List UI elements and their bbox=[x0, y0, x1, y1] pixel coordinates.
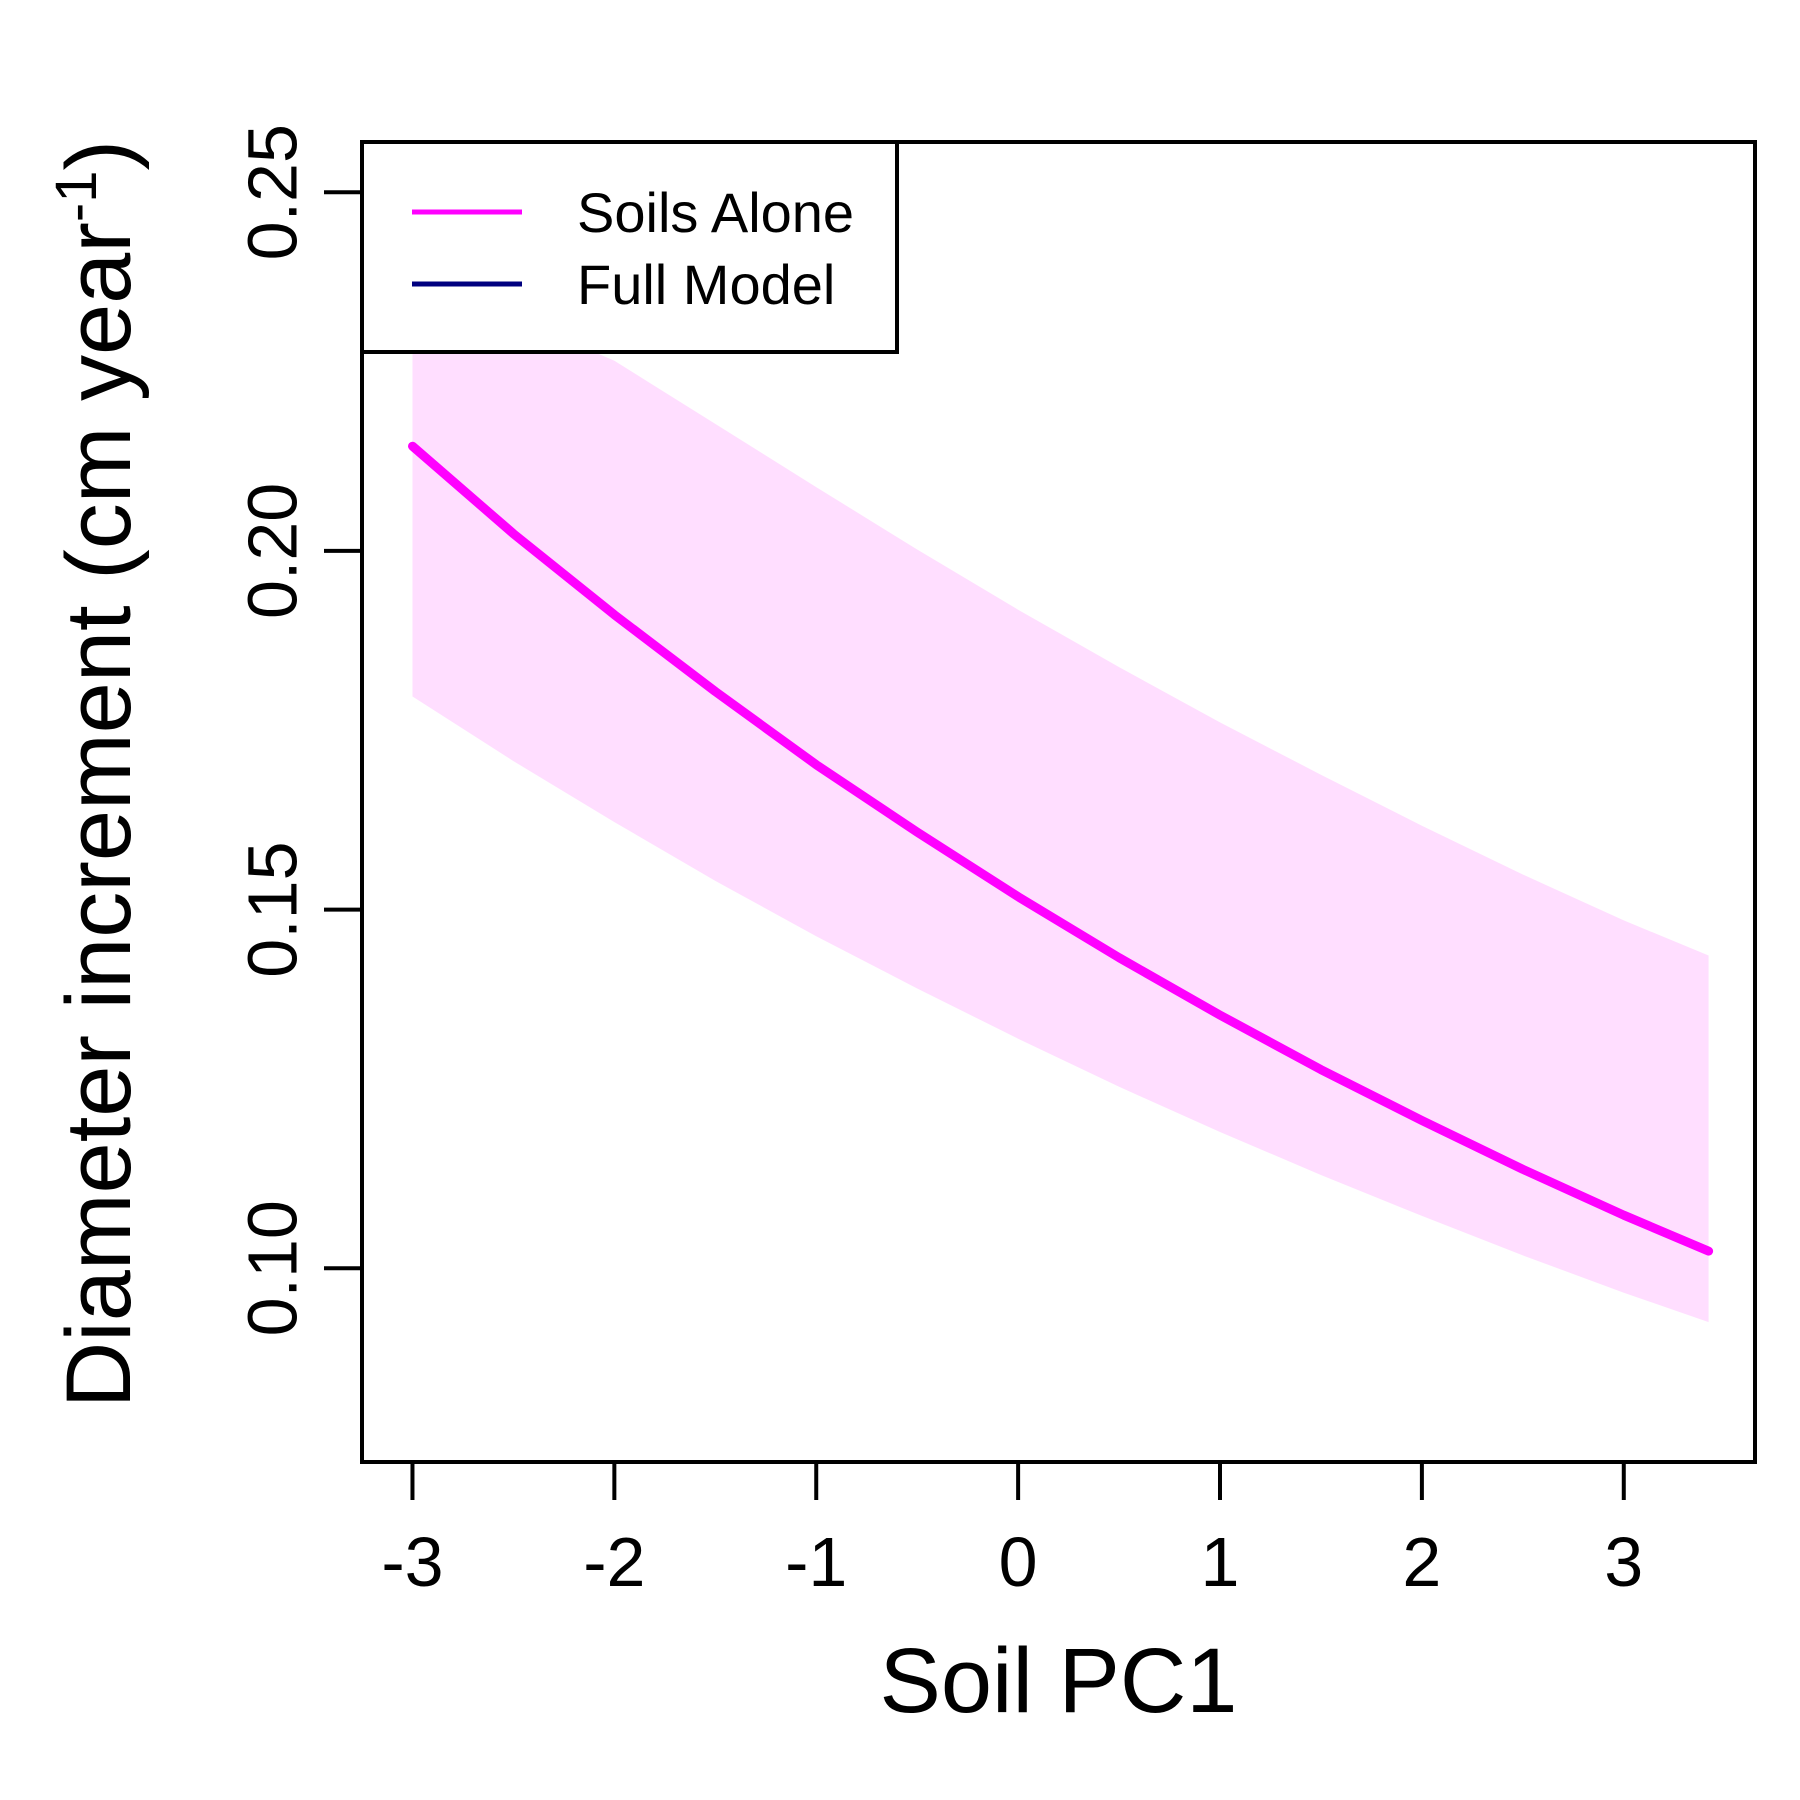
x-tick-label: 1 bbox=[1201, 1523, 1240, 1601]
legend-box bbox=[360, 140, 899, 354]
y-tick-label: 0.25 bbox=[233, 124, 311, 260]
series-line-0 bbox=[408, 441, 1714, 1256]
x-tick-label: 3 bbox=[1604, 1523, 1643, 1601]
y-tick-label: 0.15 bbox=[233, 841, 311, 977]
x-tick-label: -1 bbox=[785, 1523, 847, 1601]
x-tick-label: 2 bbox=[1402, 1523, 1441, 1601]
y-axis-title-suffix: ) bbox=[48, 140, 150, 171]
y-axis-title-main: Diameter increment (cm year bbox=[48, 222, 150, 1408]
axes: -3 -2 -1 0 1 2 3 0.10 0.15 0.20 0.25 bbox=[233, 124, 1757, 1601]
legend-label: Full Model bbox=[577, 253, 835, 316]
x-axis-title: Soil PC1 bbox=[880, 1630, 1238, 1732]
x-tick-label: 0 bbox=[999, 1523, 1038, 1601]
legend: Soils Alone Full Model bbox=[360, 140, 899, 354]
confidence-band-0 bbox=[412, 317, 1709, 1323]
y-tick-label: 0.20 bbox=[233, 483, 311, 619]
y-axis-title-superscript: -1 bbox=[44, 170, 109, 222]
y-tick-label: 0.10 bbox=[233, 1200, 311, 1336]
x-tick-label: -2 bbox=[583, 1523, 645, 1601]
legend-label: Soils Alone bbox=[577, 181, 854, 244]
plot-frame bbox=[360, 140, 1757, 1464]
y-axis-title: Diameter increment (cm year-1) bbox=[44, 140, 150, 1408]
x-tick-label: -3 bbox=[381, 1523, 443, 1601]
plot-area bbox=[408, 317, 1714, 1323]
